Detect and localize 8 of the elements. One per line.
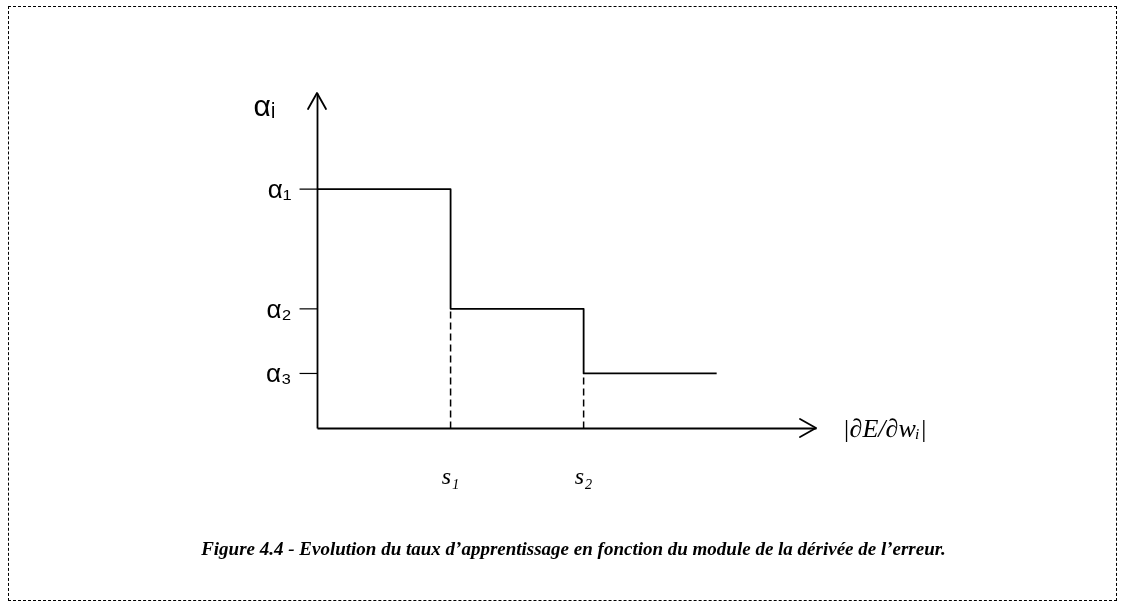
- text: α₂: [266, 293, 292, 324]
- x-axis-title: |∂E/∂wᵢ|: [842, 414, 928, 443]
- y-axis-title: αᵢ: [253, 89, 276, 122]
- text: α₁: [267, 174, 292, 205]
- x-tick-label: s₂: [574, 462, 593, 489]
- x-tick-label: s₁: [441, 462, 460, 489]
- text: Figure 4.4 - Evolution du taux d’apprentissage en fonction du module de la dérivée de l’erreur.: [200, 537, 946, 559]
- text: α₃: [265, 358, 292, 389]
